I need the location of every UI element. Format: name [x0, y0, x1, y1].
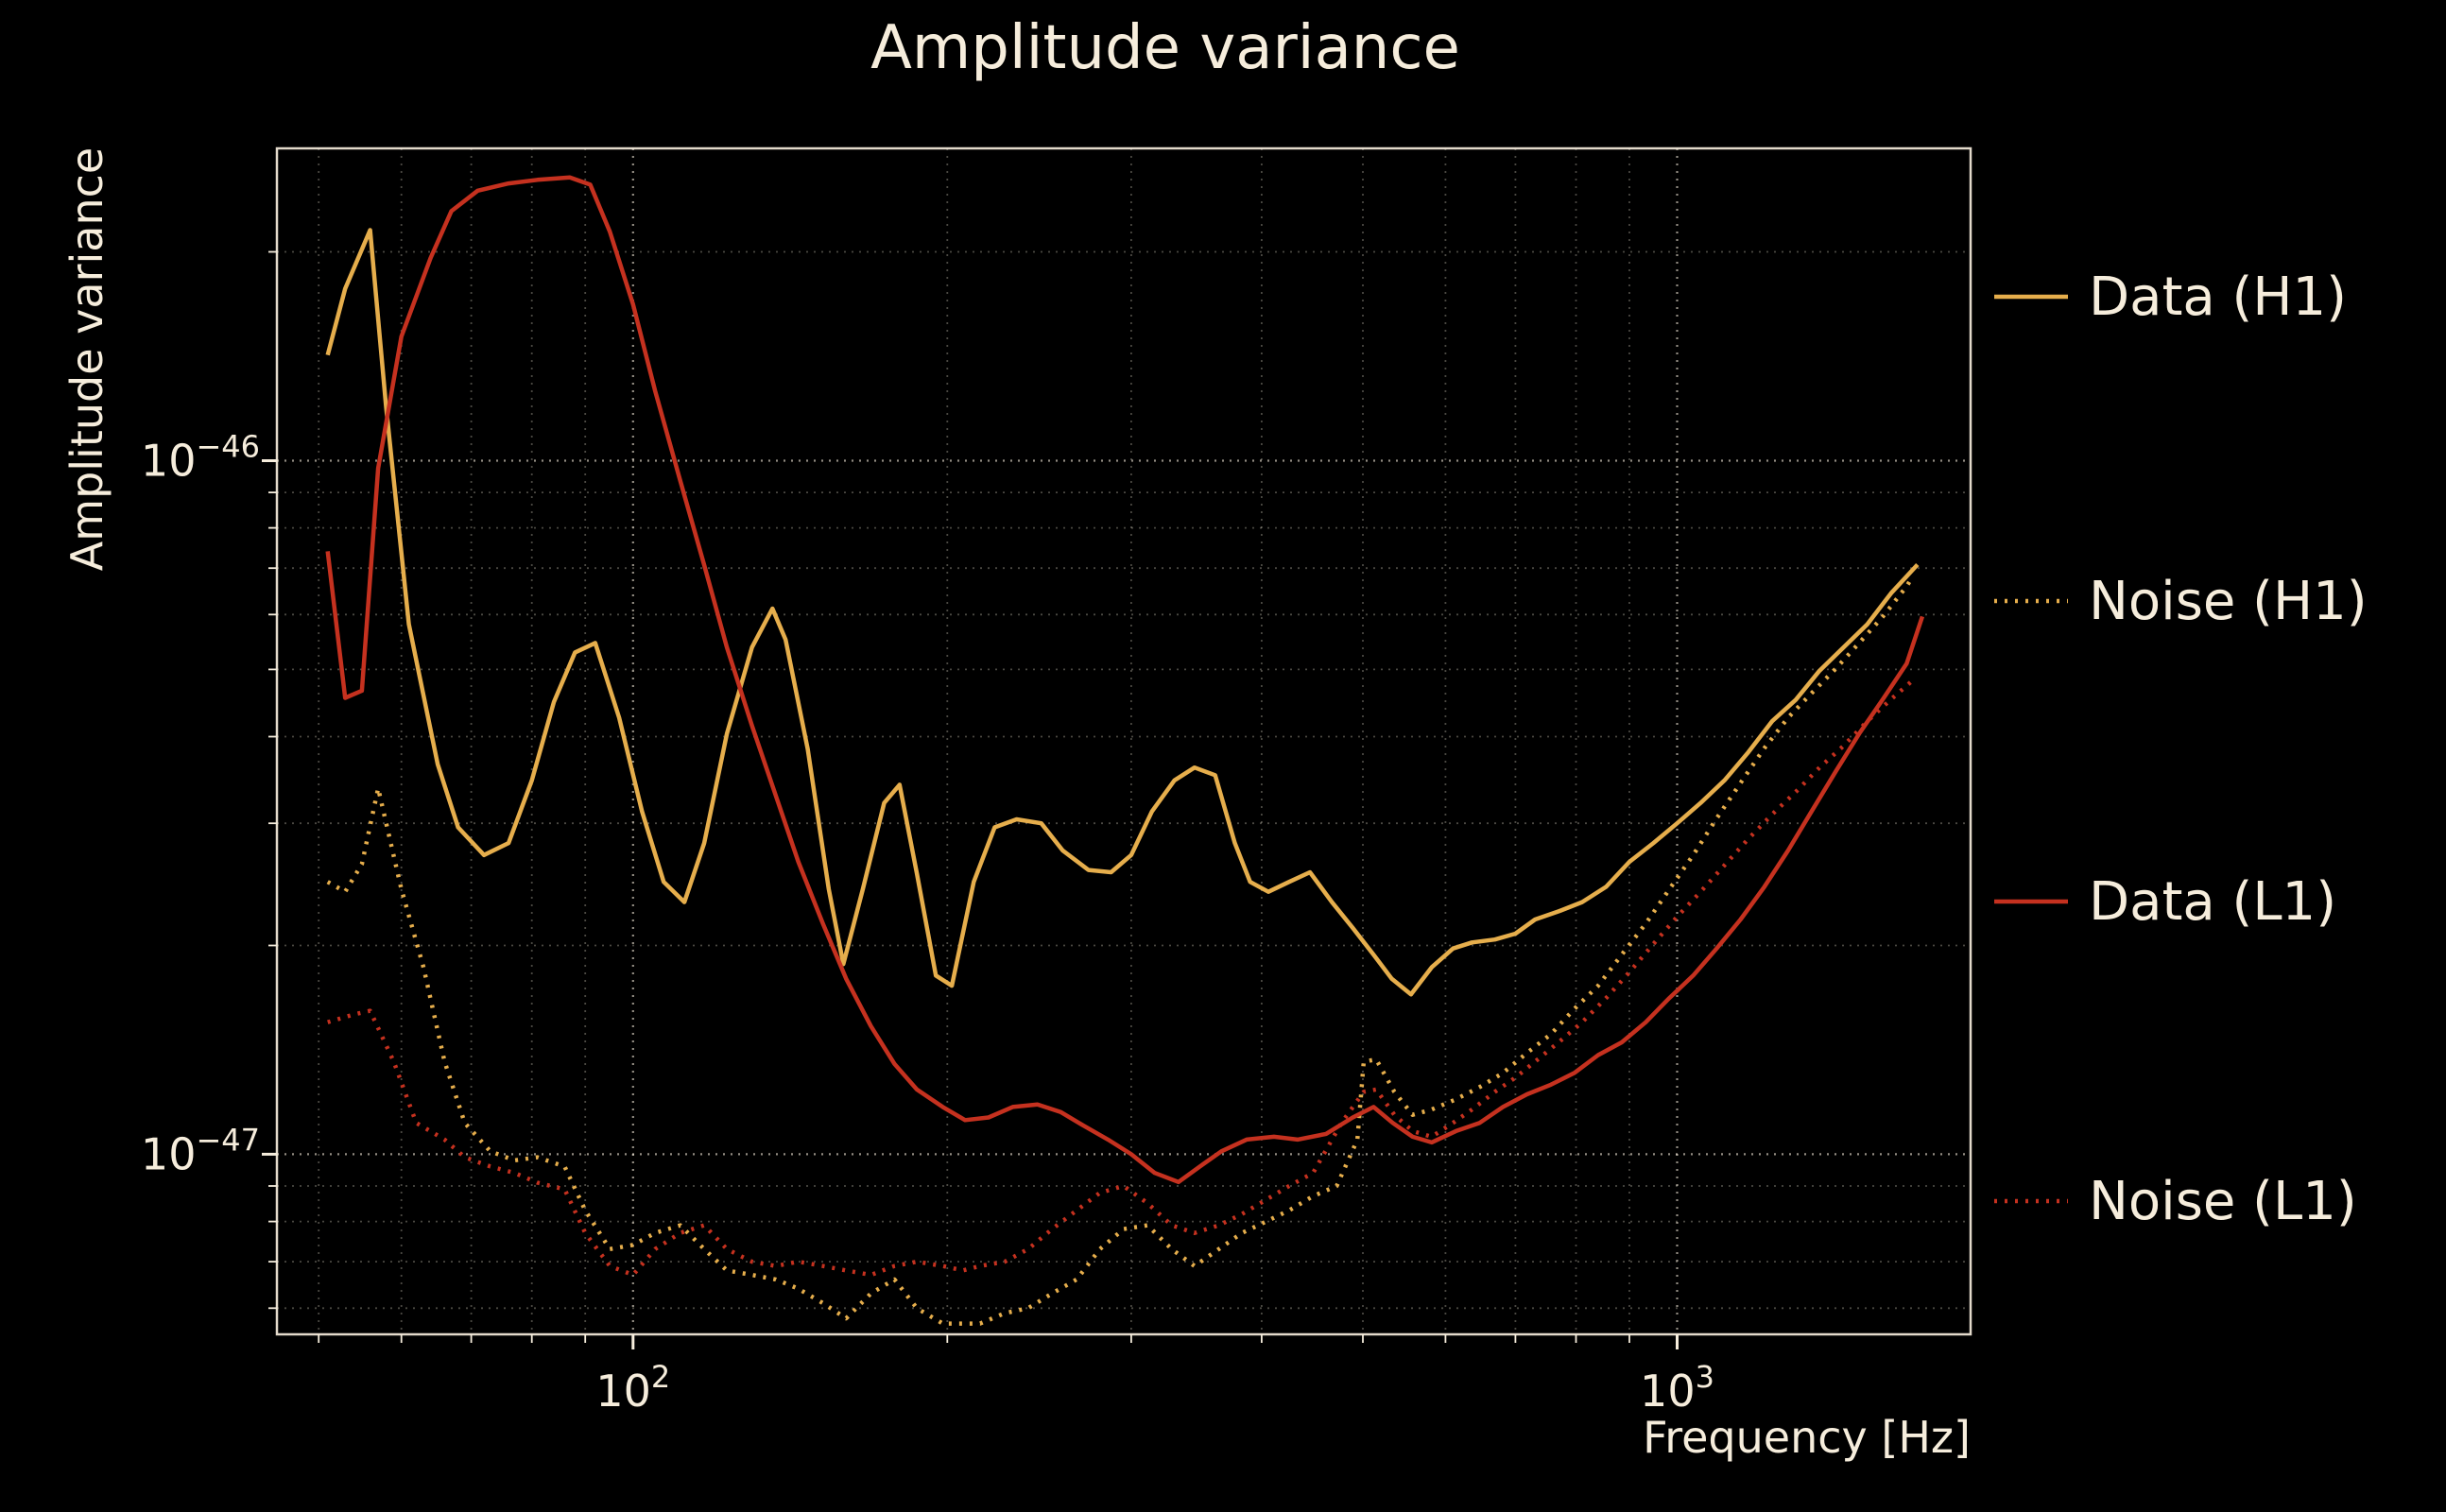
x-tick-label: 102 — [595, 1359, 670, 1417]
axes-frame — [275, 146, 1972, 1336]
series-line-3 — [327, 678, 1916, 1278]
series-line-0 — [325, 228, 1920, 997]
y-axis-label: Amplitude variance — [61, 146, 112, 572]
data-l1-line-icon — [1994, 899, 2068, 904]
y-tick-label: 10−47 — [141, 1122, 260, 1179]
legend-item-data-l1: Data (L1) — [1992, 868, 2336, 935]
legend-label-data-h1: Data (H1) — [2089, 266, 2347, 328]
noise-h1-line-icon — [1994, 598, 2068, 604]
legend-item-noise-h1: Noise (H1) — [1992, 568, 2368, 634]
legend-label-data-l1: Data (L1) — [2089, 870, 2337, 933]
x-tick-label: 103 — [1640, 1359, 1714, 1417]
legend-item-noise-l1: Noise (L1) — [1992, 1168, 2357, 1234]
series-group — [325, 175, 1925, 1326]
grid — [277, 148, 1971, 1334]
series-line-1 — [326, 577, 1914, 1326]
x-axis-label: Frequency [Hz] — [1643, 1412, 1971, 1463]
data-h1-line-icon — [1994, 294, 2068, 300]
legend-label-noise-h1: Noise (H1) — [2089, 570, 2368, 632]
legend-label-noise-l1: Noise (L1) — [2089, 1170, 2357, 1232]
series-line-2 — [325, 175, 1925, 1185]
ticks — [262, 250, 1679, 1349]
y-tick-label: 10−46 — [141, 429, 260, 487]
legend-item-data-h1: Data (H1) — [1992, 264, 2347, 330]
noise-l1-line-icon — [1994, 1198, 2068, 1204]
chart-title: Amplitude variance — [870, 13, 1460, 83]
